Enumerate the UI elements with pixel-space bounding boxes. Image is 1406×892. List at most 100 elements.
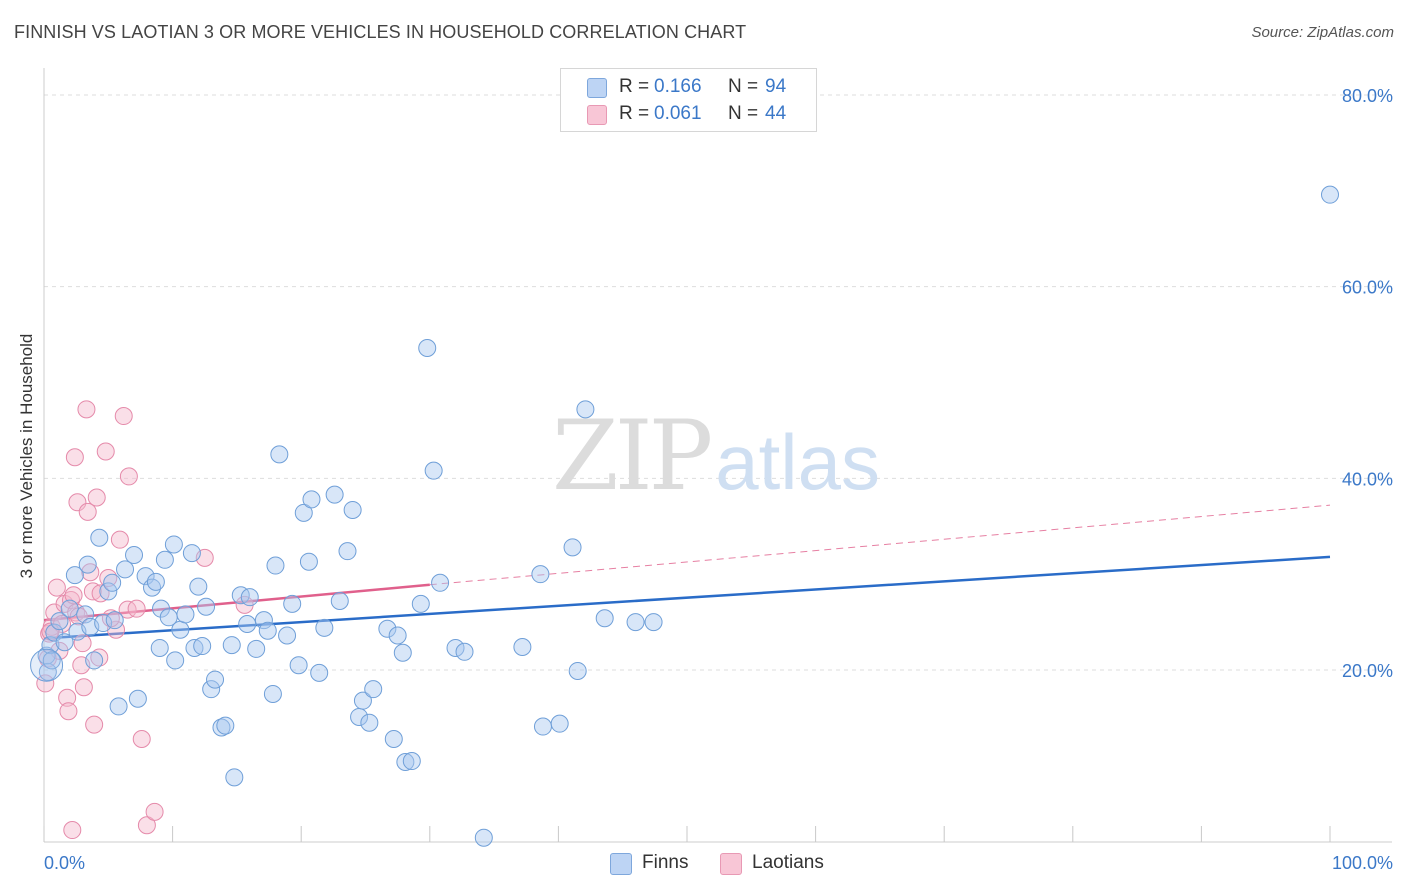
finns-point [315, 618, 334, 637]
finns-point [90, 528, 109, 547]
finns-point [78, 555, 97, 574]
finns-point [1321, 185, 1339, 204]
laotians-point [137, 816, 156, 835]
finns-point [38, 662, 57, 681]
laotians-point [58, 688, 77, 707]
finns-point [150, 638, 169, 657]
y-tick-label: 40.0% [1342, 469, 1393, 489]
laotians-point [96, 442, 115, 461]
watermark-atlas: atlas [715, 418, 880, 506]
finns-point [128, 689, 147, 708]
finns-point [533, 717, 552, 736]
finns-point [563, 538, 582, 557]
tick-labels: 20.0% 40.0% 60.0% 80.0% 0.0% 100.0% [44, 86, 1393, 873]
finns-point [254, 611, 273, 630]
finns-point [283, 594, 302, 613]
finns-point [384, 730, 403, 748]
finns-point [37, 646, 56, 665]
finns-point [85, 651, 104, 670]
finns-point [166, 651, 185, 670]
finns-swatch [610, 853, 632, 875]
finns-point [418, 339, 437, 357]
finns-point [193, 637, 212, 656]
finns-point [109, 697, 128, 716]
finns-point [294, 503, 313, 522]
finns-point [360, 713, 379, 732]
finns-point [278, 626, 297, 645]
finns-point [310, 663, 329, 682]
finns-point [240, 588, 259, 607]
laotians-series [36, 400, 254, 840]
finns-point [270, 445, 289, 464]
finns-point [155, 550, 174, 569]
laotians-point [74, 678, 93, 697]
finns-point [136, 567, 155, 586]
finns-point [222, 636, 241, 655]
finns-point [225, 768, 244, 787]
legend-n-value: 44 [765, 103, 787, 124]
laotians-point [78, 502, 97, 521]
laotians-point [114, 407, 133, 426]
finns-point [197, 597, 216, 616]
finns-point [171, 620, 190, 639]
finns-point [550, 714, 569, 733]
finns-point [164, 535, 183, 554]
laotians-point [83, 582, 102, 601]
laotians-point [36, 674, 55, 693]
finns-point [202, 680, 221, 699]
laotians-swatch [587, 105, 607, 125]
finns-point [378, 619, 397, 638]
legend-r-label: R = [619, 76, 650, 97]
y-tick-label: 80.0% [1342, 86, 1393, 106]
finns-point [531, 565, 550, 584]
finns-point [105, 611, 124, 630]
finns-point [103, 573, 122, 592]
legend-r-label: R = [619, 103, 650, 124]
laotians-point [63, 821, 82, 840]
laotians-point [69, 607, 88, 626]
finns-point [65, 566, 84, 585]
finns-point [411, 594, 430, 613]
trend-lines [43, 504, 1331, 640]
x-tick-label: 100.0% [1332, 853, 1393, 873]
finns-point [396, 753, 415, 771]
finns-point [189, 577, 208, 596]
y-axis-label: 3 or more Vehicles in Household [17, 333, 36, 579]
finns-point [50, 612, 69, 631]
legend-n-value: 94 [765, 76, 787, 97]
legend-n-label: N = [728, 103, 759, 124]
finns-point [402, 752, 421, 771]
laotians-point [118, 600, 137, 619]
finns-point [431, 573, 450, 592]
finns-point [247, 639, 266, 658]
finns-point [125, 546, 144, 564]
finns-trend-line [43, 555, 1331, 640]
finns-point [393, 643, 412, 662]
finns-point [299, 552, 318, 571]
finns-point [330, 592, 349, 610]
finns-point [626, 613, 645, 632]
laotians-trend-dashed [429, 504, 1331, 586]
finns-point [576, 400, 595, 419]
legend-r-value: 0.166 [654, 76, 702, 97]
finns-series [30, 185, 1339, 847]
finns-point [176, 605, 195, 624]
finns-point [343, 500, 362, 519]
finns-point [206, 670, 225, 689]
stats-legend: R = 0.166 N = 94 R = 0.061 N = 44 [560, 68, 817, 132]
finns-point [325, 485, 344, 504]
watermark: ZIPatlas [552, 400, 880, 512]
finns-point [513, 638, 532, 656]
laotians-point [65, 448, 84, 467]
finns-point [474, 828, 493, 847]
laotians-point [85, 715, 104, 734]
finns-point [42, 651, 61, 670]
finns-point [185, 638, 204, 657]
watermark-zip: ZIP [552, 400, 713, 512]
legend-r-value: 0.061 [654, 103, 702, 124]
finns-point [388, 626, 407, 645]
finns-point [216, 716, 235, 735]
finns-point [302, 490, 321, 509]
y-tick-label: 20.0% [1342, 661, 1393, 681]
